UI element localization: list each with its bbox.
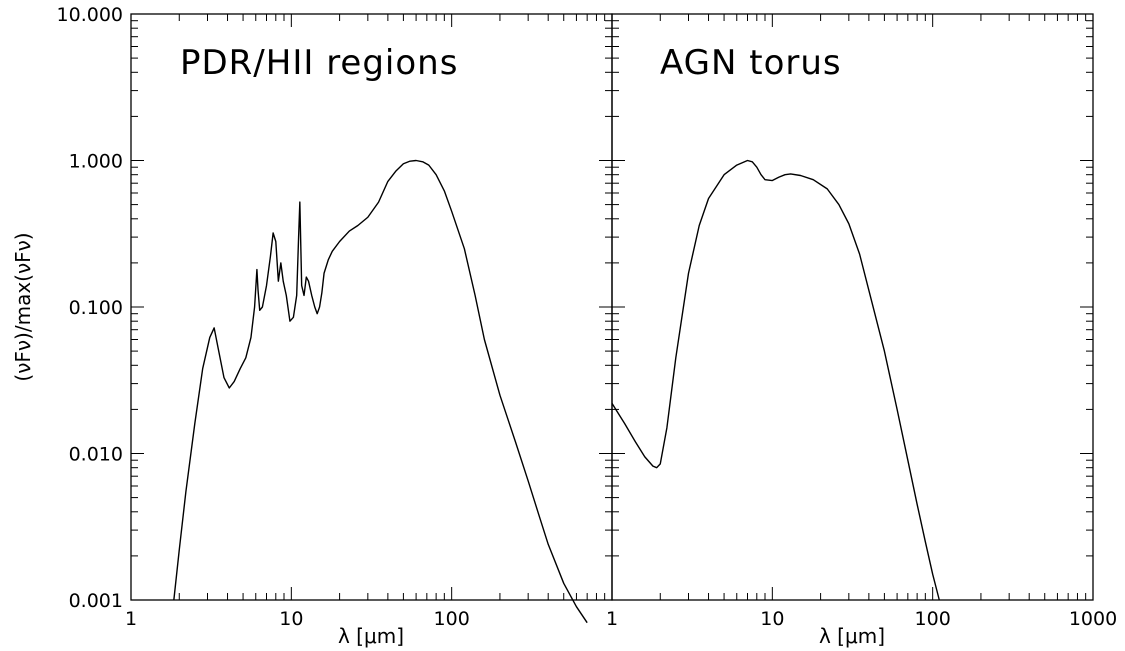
panel-agn-torus: 1 10 100 1000 AGN torus λ [μm] bbox=[606, 13, 1117, 648]
x-tick-label: 1 bbox=[606, 608, 618, 630]
x-tick-label: 1 bbox=[125, 608, 137, 630]
plot-frame-right bbox=[611, 13, 1094, 601]
x-tick-label: 1000 bbox=[1069, 608, 1117, 630]
tick-marks-right bbox=[611, 13, 1093, 601]
y-axis-title: (νFν)/max(νFν) bbox=[11, 232, 35, 381]
series-line bbox=[611, 159, 940, 601]
panel-pdr-hii: 1 10 100 0.001 0.010 0.100 1.000 10.000 PDR/HII… bbox=[11, 4, 613, 648]
y-tick-label: 0.100 bbox=[69, 297, 123, 319]
x-axis-title-left: λ [μm] bbox=[338, 624, 404, 648]
tick-labels-left: 1 10 100 0.001 0.010 0.100 1.000 10.000 bbox=[57, 4, 470, 630]
plot-frame-left bbox=[130, 13, 613, 601]
x-tick-label: 10 bbox=[279, 608, 303, 630]
tick-marks-left bbox=[130, 13, 612, 601]
y-tick-label: 10.000 bbox=[57, 4, 123, 26]
x-axis-title-right: λ [μm] bbox=[819, 624, 885, 648]
series-line bbox=[173, 159, 588, 624]
panel-title-agn-torus: AGN torus bbox=[660, 43, 842, 83]
y-tick-label: 0.001 bbox=[69, 590, 123, 612]
series-agn-torus bbox=[611, 159, 940, 601]
x-tick-label: 100 bbox=[434, 608, 470, 630]
panel-title-pdr-hii: PDR/HII regions bbox=[180, 43, 458, 83]
x-tick-label: 100 bbox=[915, 608, 951, 630]
y-tick-label: 0.010 bbox=[69, 444, 123, 466]
series-pdr-hii bbox=[173, 159, 588, 624]
x-tick-label: 10 bbox=[760, 608, 784, 630]
tick-labels-right: 1 10 100 1000 bbox=[606, 608, 1117, 630]
y-tick-label: 1.000 bbox=[69, 151, 123, 173]
